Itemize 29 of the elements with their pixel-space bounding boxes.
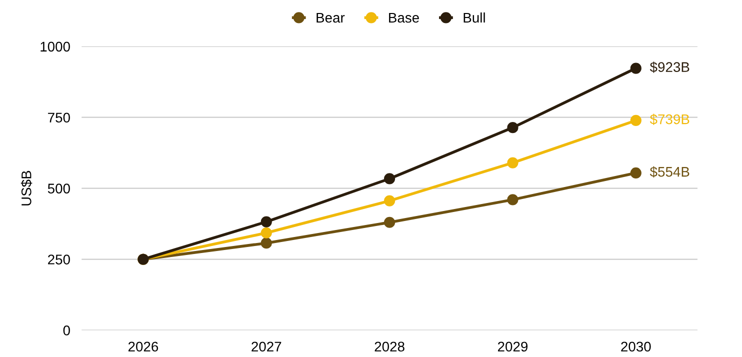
point — [384, 216, 396, 228]
x-tick-label: 2027 — [252, 342, 282, 352]
x-tick-label: 2026 — [128, 342, 158, 352]
legend-label: Base — [389, 12, 419, 23]
point — [507, 194, 518, 206]
point — [507, 157, 518, 168]
data-label: $554B — [650, 166, 690, 178]
x-tick-label: 2028 — [374, 342, 404, 352]
point — [630, 62, 642, 74]
point — [260, 216, 272, 228]
point — [260, 238, 272, 249]
y-axis-title: US$B — [20, 170, 32, 206]
point — [260, 227, 272, 238]
y-tick-label: 250 — [48, 254, 70, 264]
y-tick-label: 0 — [63, 326, 70, 336]
x-tick-label: 2029 — [498, 342, 528, 352]
y-tick-label: 1000 — [40, 42, 70, 52]
y-tick-label: 500 — [48, 184, 70, 194]
point — [384, 195, 396, 206]
legend-label: Bear — [316, 12, 345, 23]
data-label: $739B — [650, 114, 690, 126]
y-tick-label: 750 — [48, 112, 70, 123]
point — [630, 167, 642, 179]
point — [507, 122, 518, 134]
data-label: $923B — [650, 62, 690, 73]
legend-label: Bull — [464, 12, 485, 23]
x-tick-label: 2030 — [621, 342, 651, 352]
point — [384, 173, 396, 184]
point — [630, 114, 642, 126]
